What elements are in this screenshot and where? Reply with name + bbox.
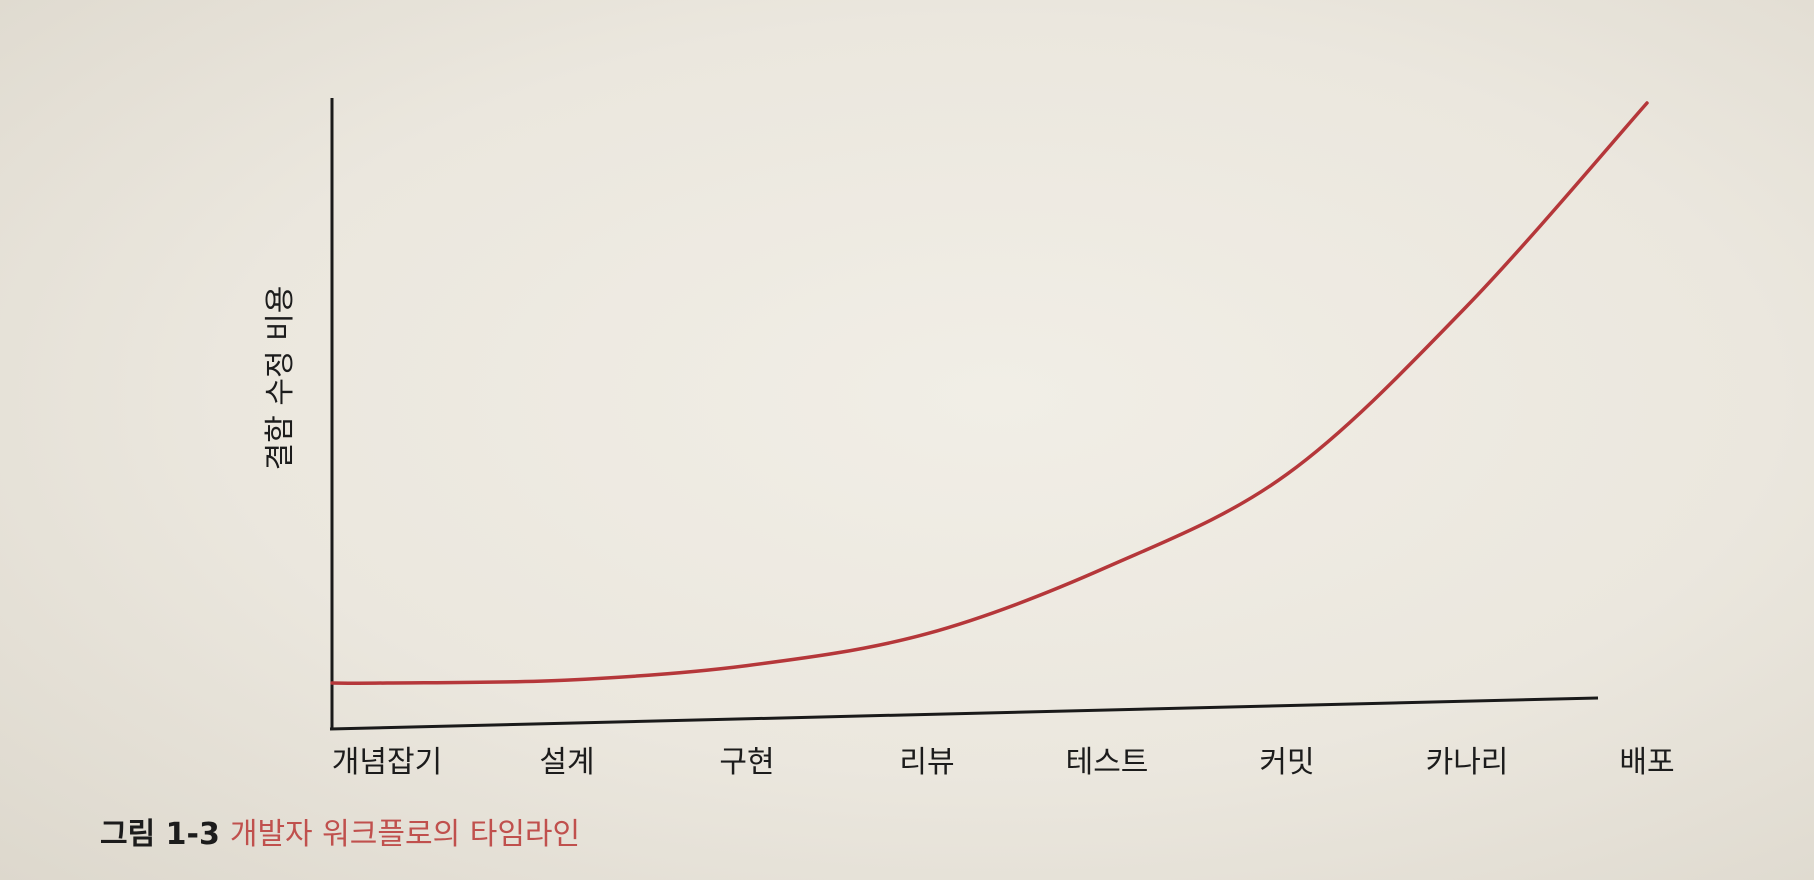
defect-cost-curve [330, 101, 1649, 685]
x-tick-label: 리뷰 [899, 745, 954, 780]
y-axis-label: 결함 수정 비용 [263, 286, 298, 471]
axes [329, 98, 1599, 731]
x-tick-label: 카나리 [1426, 745, 1509, 780]
figure-number: 그림 1-3 [100, 817, 220, 852]
x-axis [329, 696, 1599, 731]
x-tick-label: 배포 [1619, 745, 1674, 780]
x-tick-label: 테스트 [1066, 745, 1149, 780]
x-tick-label: 커밋 [1259, 745, 1314, 780]
x-tick-label: 개념잡기 [332, 745, 442, 780]
x-tick-labels: 개념잡기 설계 구현 리뷰 테스트 커밋 카나리 배포 [332, 745, 1675, 780]
figure-caption: 그림 1-3 개발자 워크플로의 타임라인 [100, 809, 580, 853]
figure-title: 개발자 워크플로의 타임라인 [229, 817, 581, 852]
x-tick-label: 구현 [719, 745, 774, 780]
x-tick-label: 설계 [539, 745, 594, 780]
